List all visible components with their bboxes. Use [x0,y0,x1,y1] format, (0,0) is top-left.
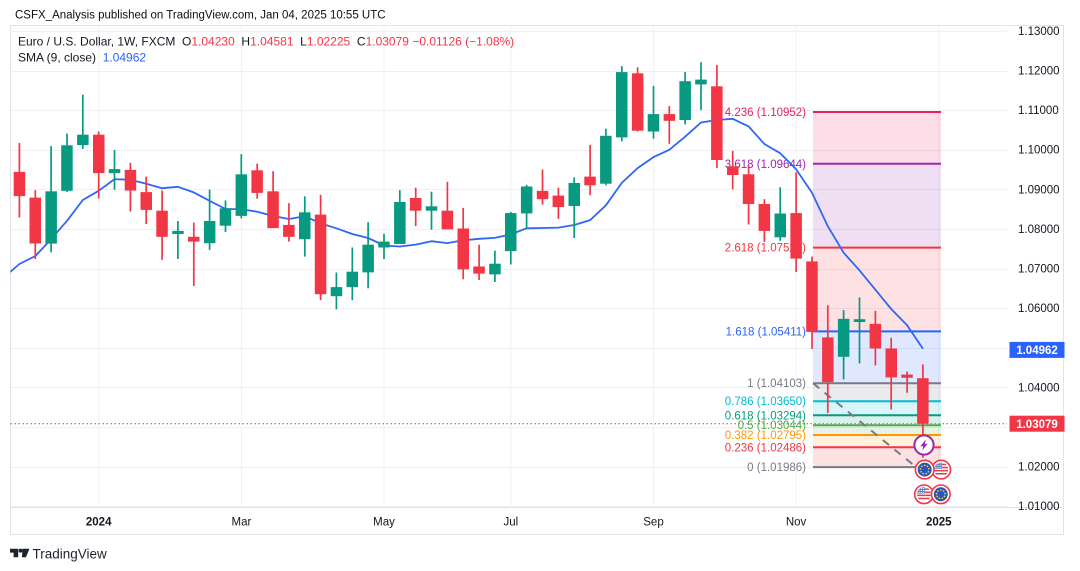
svg-text:0.618 (1.03294): 0.618 (1.03294) [725,410,806,422]
svg-text:0.236 (1.02486): 0.236 (1.02486) [725,442,806,454]
svg-text:1.13000: 1.13000 [1018,26,1060,38]
svg-text:1.12000: 1.12000 [1018,66,1060,78]
svg-text:1.11000: 1.11000 [1018,105,1059,117]
svg-text:1.10000: 1.10000 [1018,145,1060,157]
svg-text:1.06000: 1.06000 [1018,303,1060,315]
svg-text:SMA (9, close) 1.04962: SMA (9, close) 1.04962 [18,51,146,65]
svg-text:1.03079: 1.03079 [1016,419,1058,431]
svg-text:1.08000: 1.08000 [1018,224,1060,236]
svg-text:TradingView: TradingView [33,546,108,561]
svg-text:Nov: Nov [786,517,807,529]
svg-text:1.618 (1.05411): 1.618 (1.05411) [726,326,807,338]
svg-text:Sep: Sep [643,517,663,529]
svg-text:Euro / U.S. Dollar, 1W, FXCM: Euro / U.S. Dollar, 1W, FXCM O1.04230 H1… [18,35,514,49]
svg-text:4.236 (1.10952): 4.236 (1.10952) [725,107,806,119]
svg-text:0.786 (1.03650): 0.786 (1.03650) [725,396,806,408]
svg-text:0.382 (1.02795): 0.382 (1.02795) [725,430,806,442]
svg-text:1.01000: 1.01000 [1018,501,1060,513]
svg-text:1.04962: 1.04962 [1016,345,1058,357]
svg-text:CSFX_Analysis published on Tra: CSFX_Analysis published on TradingView.c… [15,10,386,22]
svg-text:2.618 (1.07528): 2.618 (1.07528) [725,243,806,255]
svg-text:3.618 (1.09644): 3.618 (1.09644) [725,159,806,171]
svg-text:Jul: Jul [503,517,518,529]
svg-text:2024: 2024 [86,517,112,529]
svg-text:1 (1.04103): 1 (1.04103) [747,378,806,390]
svg-text:Mar: Mar [231,517,251,529]
svg-text:2025: 2025 [926,517,952,529]
svg-text:1.07000: 1.07000 [1018,264,1060,276]
svg-text:May: May [373,517,395,529]
svg-text:1.09000: 1.09000 [1018,184,1060,196]
svg-text:1.04000: 1.04000 [1018,382,1060,394]
svg-text:0 (1.01986): 0 (1.01986) [747,462,806,474]
svg-text:1.02000: 1.02000 [1018,462,1060,474]
